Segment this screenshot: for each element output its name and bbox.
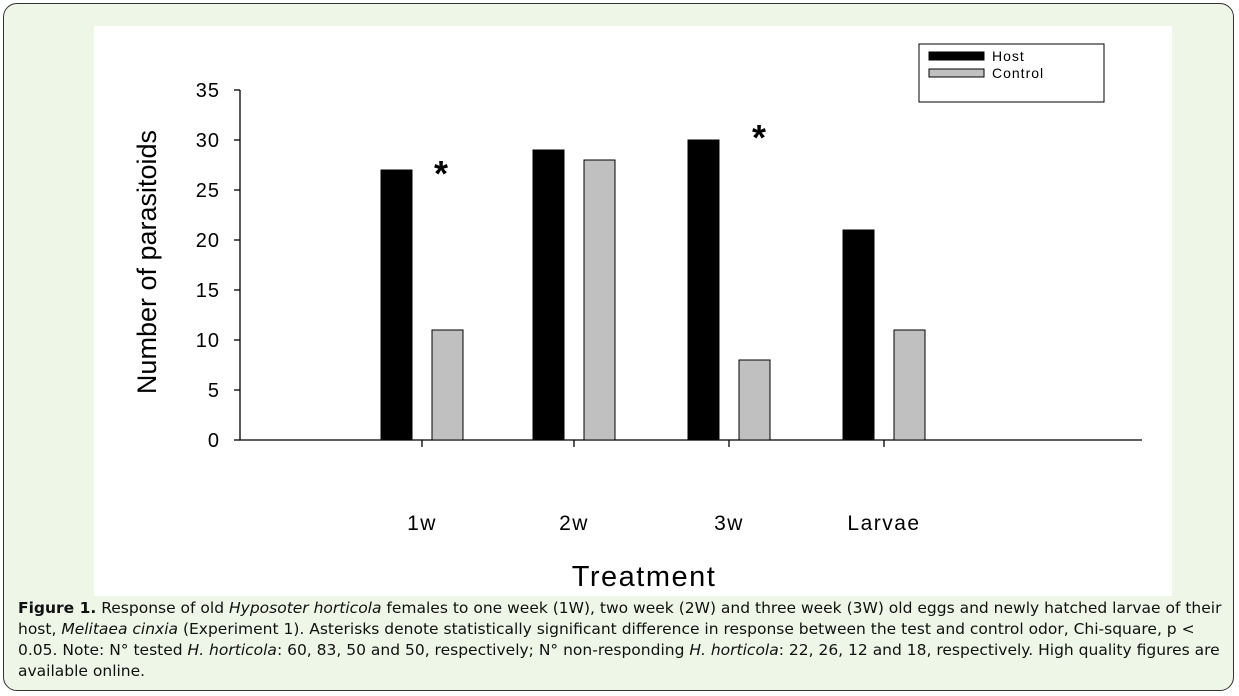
chart: Number of parasitoids Treatment 0 5 10 15 20… bbox=[132, 43, 1142, 593]
figure-caption: Figure 1. Response of old Hyposoter hort… bbox=[18, 598, 1233, 682]
y-tick-label: 0 bbox=[208, 430, 220, 452]
caption-species: Hyposoter horticola bbox=[228, 599, 382, 617]
plot-area: Number of parasitoids Treatment 0 5 10 15 20… bbox=[94, 26, 1172, 596]
caption-species: H. horticola bbox=[187, 641, 277, 659]
bar bbox=[431, 329, 464, 441]
legend-swatch bbox=[928, 68, 985, 78]
caption-text: : 60, 83, 50 and 50, respectively; N° no… bbox=[276, 641, 690, 659]
y-tick-label: 15 bbox=[196, 280, 220, 302]
caption-text: (Experiment 1). Asterisks denote statist… bbox=[18, 620, 1195, 659]
x-tick-label: Larvae bbox=[847, 512, 920, 535]
y-tick-label: 10 bbox=[196, 330, 220, 352]
caption-text: : 22, 26, 12 and 18, respectively. High … bbox=[18, 641, 1220, 680]
caption-text: Response of old bbox=[96, 599, 229, 617]
caption-species: H. horticola bbox=[689, 641, 779, 659]
legend-swatch bbox=[928, 51, 985, 61]
y-axis-label: Number of parasitoids bbox=[132, 130, 162, 394]
x-tick-label: 2w bbox=[559, 512, 589, 535]
figure-frame: Number of parasitoids Treatment 0 5 10 15 20… bbox=[3, 3, 1234, 691]
bar bbox=[380, 169, 413, 441]
y-tick-label: 5 bbox=[208, 380, 220, 402]
bar bbox=[532, 149, 565, 441]
bar bbox=[687, 139, 720, 441]
y-tick-label: 20 bbox=[196, 230, 220, 252]
legend-label: Control bbox=[992, 65, 1044, 81]
x-axis-label: Treatment bbox=[572, 561, 717, 593]
y-tick-label: 30 bbox=[196, 130, 220, 152]
y-tick-label: 35 bbox=[196, 80, 220, 102]
legend-label: Host bbox=[992, 48, 1025, 64]
bar bbox=[893, 329, 926, 441]
significance-marker: * bbox=[752, 117, 766, 158]
caption-label: Figure 1. bbox=[18, 599, 97, 617]
bar bbox=[842, 229, 875, 441]
caption-text: females to one week (1W), two week (2W) … bbox=[18, 599, 1222, 638]
y-tick-label: 25 bbox=[196, 180, 220, 202]
x-tick-label: 3w bbox=[714, 512, 744, 535]
significance-marker: * bbox=[434, 153, 448, 194]
bar bbox=[583, 159, 616, 441]
caption-species: Melitaea cinxia bbox=[61, 620, 179, 638]
x-tick-label: 1w bbox=[407, 512, 437, 535]
bar bbox=[738, 359, 771, 441]
